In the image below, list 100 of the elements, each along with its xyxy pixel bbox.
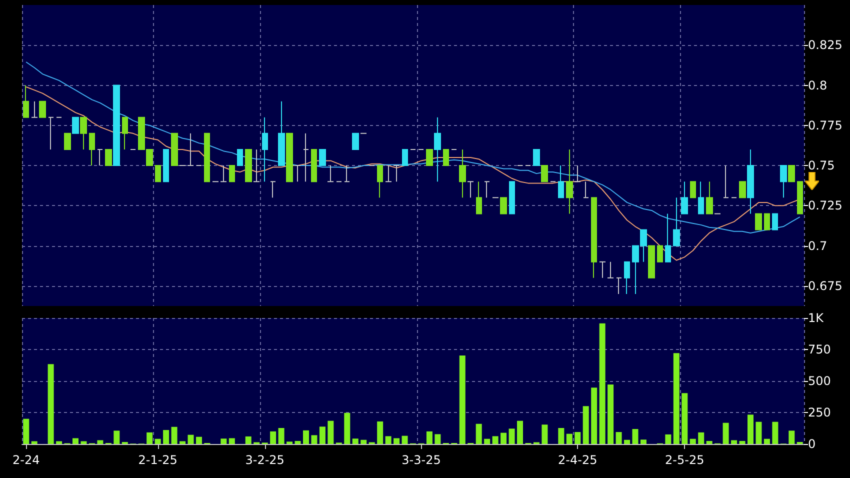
bar <box>632 429 638 444</box>
candlestick <box>311 148 317 182</box>
candlestick <box>253 148 260 182</box>
candlestick <box>113 84 120 166</box>
candlestick <box>533 148 540 166</box>
candlestick <box>764 213 770 230</box>
candlestick <box>690 181 696 198</box>
candlestick <box>739 181 746 198</box>
bar <box>114 430 120 444</box>
candlestick <box>352 132 359 150</box>
x-tick-label: 2-1-25 <box>138 453 178 467</box>
candlestick <box>303 132 309 182</box>
y-tick-label: 500 <box>808 374 831 388</box>
bar <box>608 384 614 444</box>
y-tick-label: 0 <box>808 437 816 451</box>
bar <box>385 436 392 444</box>
bar <box>180 441 186 444</box>
candlestick <box>476 181 482 214</box>
bar <box>270 431 276 444</box>
candlestick <box>220 165 227 182</box>
candlestick <box>484 181 490 198</box>
y-tick-label: 0.825 <box>808 38 842 52</box>
bar <box>566 434 572 444</box>
candlestick <box>509 181 515 214</box>
candlestick <box>344 165 350 182</box>
bar <box>319 426 326 444</box>
bar <box>591 388 598 444</box>
candlestick <box>48 116 54 150</box>
bar <box>294 440 301 444</box>
bar <box>624 440 630 444</box>
candlestick <box>237 148 243 166</box>
candlestick <box>443 148 449 166</box>
candlestick <box>616 277 622 294</box>
bar <box>434 434 441 444</box>
candlestick <box>327 165 334 182</box>
bar <box>377 421 384 444</box>
bar <box>690 438 696 444</box>
y-tick-label: 0.775 <box>808 118 842 132</box>
bar <box>31 441 38 444</box>
candlestick <box>245 148 252 182</box>
bar <box>756 422 762 444</box>
candlestick <box>755 213 762 230</box>
y-tick-label: 0.8 <box>808 78 828 92</box>
candlestick <box>426 148 433 166</box>
bar <box>484 438 490 444</box>
bar <box>196 436 202 444</box>
candlestick <box>747 148 754 214</box>
bar <box>500 432 507 444</box>
bar <box>48 364 54 444</box>
candlestick <box>402 148 408 166</box>
candlestick <box>607 261 614 278</box>
candlestick <box>262 116 268 182</box>
candlestick <box>31 100 38 118</box>
bar <box>163 430 170 444</box>
bar <box>146 432 153 444</box>
candlestick <box>105 148 112 166</box>
line-series <box>26 61 800 234</box>
candlestick <box>171 132 178 166</box>
bar <box>476 424 482 444</box>
bar <box>426 431 432 444</box>
bar <box>599 323 606 444</box>
bar <box>722 422 729 444</box>
candlestick <box>698 181 704 214</box>
candlestick <box>772 213 778 230</box>
candlestick <box>187 132 194 166</box>
bar <box>302 430 309 444</box>
y-tick-label: 750 <box>808 342 831 356</box>
bar <box>23 418 30 444</box>
candlestick <box>780 165 787 198</box>
y-tick-label: 0.7 <box>808 238 828 253</box>
candlestick <box>229 165 235 182</box>
bar <box>747 414 754 444</box>
bar <box>706 440 712 444</box>
bar <box>56 441 62 444</box>
bar <box>508 428 515 444</box>
candlestick <box>706 181 713 214</box>
candlestick <box>163 148 169 182</box>
candlestick <box>583 181 589 198</box>
candlestick <box>673 197 680 246</box>
bar <box>394 438 400 444</box>
candlestick <box>467 181 474 198</box>
candlestick <box>681 181 688 214</box>
bar <box>171 426 178 444</box>
bar <box>558 428 564 444</box>
candlestick <box>319 148 326 166</box>
candlestick <box>377 165 383 198</box>
bar <box>459 356 466 444</box>
candlestick <box>385 165 392 182</box>
x-tick-label: 3-3-25 <box>402 453 441 467</box>
candlestick <box>459 148 466 198</box>
bar <box>640 440 646 444</box>
bar <box>542 424 548 444</box>
candlestick <box>591 197 597 278</box>
y-tick-label: 1K <box>808 311 825 325</box>
candlestick <box>665 213 671 262</box>
bar <box>328 420 334 444</box>
bar <box>245 436 252 444</box>
y-tick-label: 0.675 <box>808 278 842 293</box>
candlestick <box>393 165 400 182</box>
bar <box>616 432 622 444</box>
